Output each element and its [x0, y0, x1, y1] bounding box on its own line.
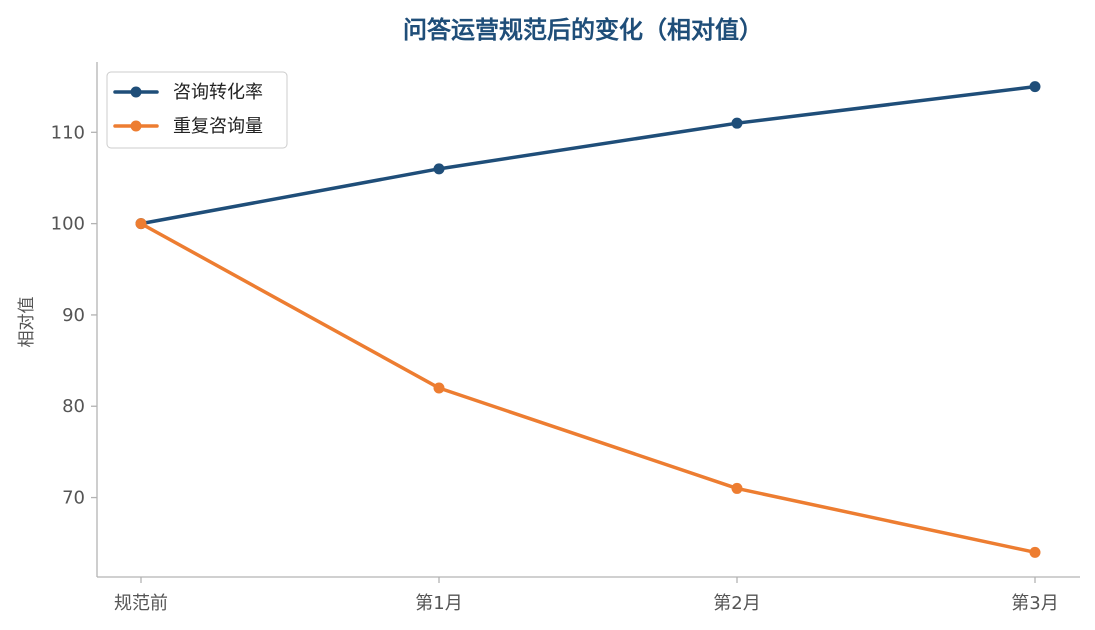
chart-title: 问答运营规范后的变化（相对值）	[403, 16, 763, 44]
y-tick-label: 100	[51, 214, 85, 235]
legend-label: 重复咨询量	[173, 116, 263, 137]
x-tick-label: 第1月	[415, 593, 462, 614]
series-line	[139, 221, 1037, 555]
y-tick-label: 70	[62, 488, 85, 509]
y-tick-label: 90	[62, 305, 85, 326]
axes: 70 80 90 100 110 规范前 第1月 第2月 第3月	[51, 62, 1080, 614]
legend-swatch-marker	[130, 120, 142, 132]
data-point	[731, 482, 743, 494]
y-axis-label: 相对值	[17, 297, 37, 348]
x-tick-label: 第2月	[713, 593, 760, 614]
x-tick-label: 规范前	[114, 593, 168, 614]
series-1	[135, 81, 1041, 230]
data-point	[433, 163, 445, 175]
y-tick-label: 110	[51, 122, 85, 143]
data-point	[135, 218, 147, 230]
x-tick-label: 第3月	[1011, 593, 1058, 614]
data-point	[433, 382, 445, 394]
y-tick-label: 80	[62, 396, 85, 417]
data-point	[731, 117, 743, 129]
data-point	[1029, 81, 1041, 93]
data-point	[1029, 546, 1041, 558]
series-line	[139, 84, 1037, 226]
legend-swatch-marker	[130, 86, 142, 98]
legend-label: 咨询转化率	[173, 82, 263, 103]
series-layer	[135, 81, 1041, 558]
series-2	[135, 218, 1041, 558]
